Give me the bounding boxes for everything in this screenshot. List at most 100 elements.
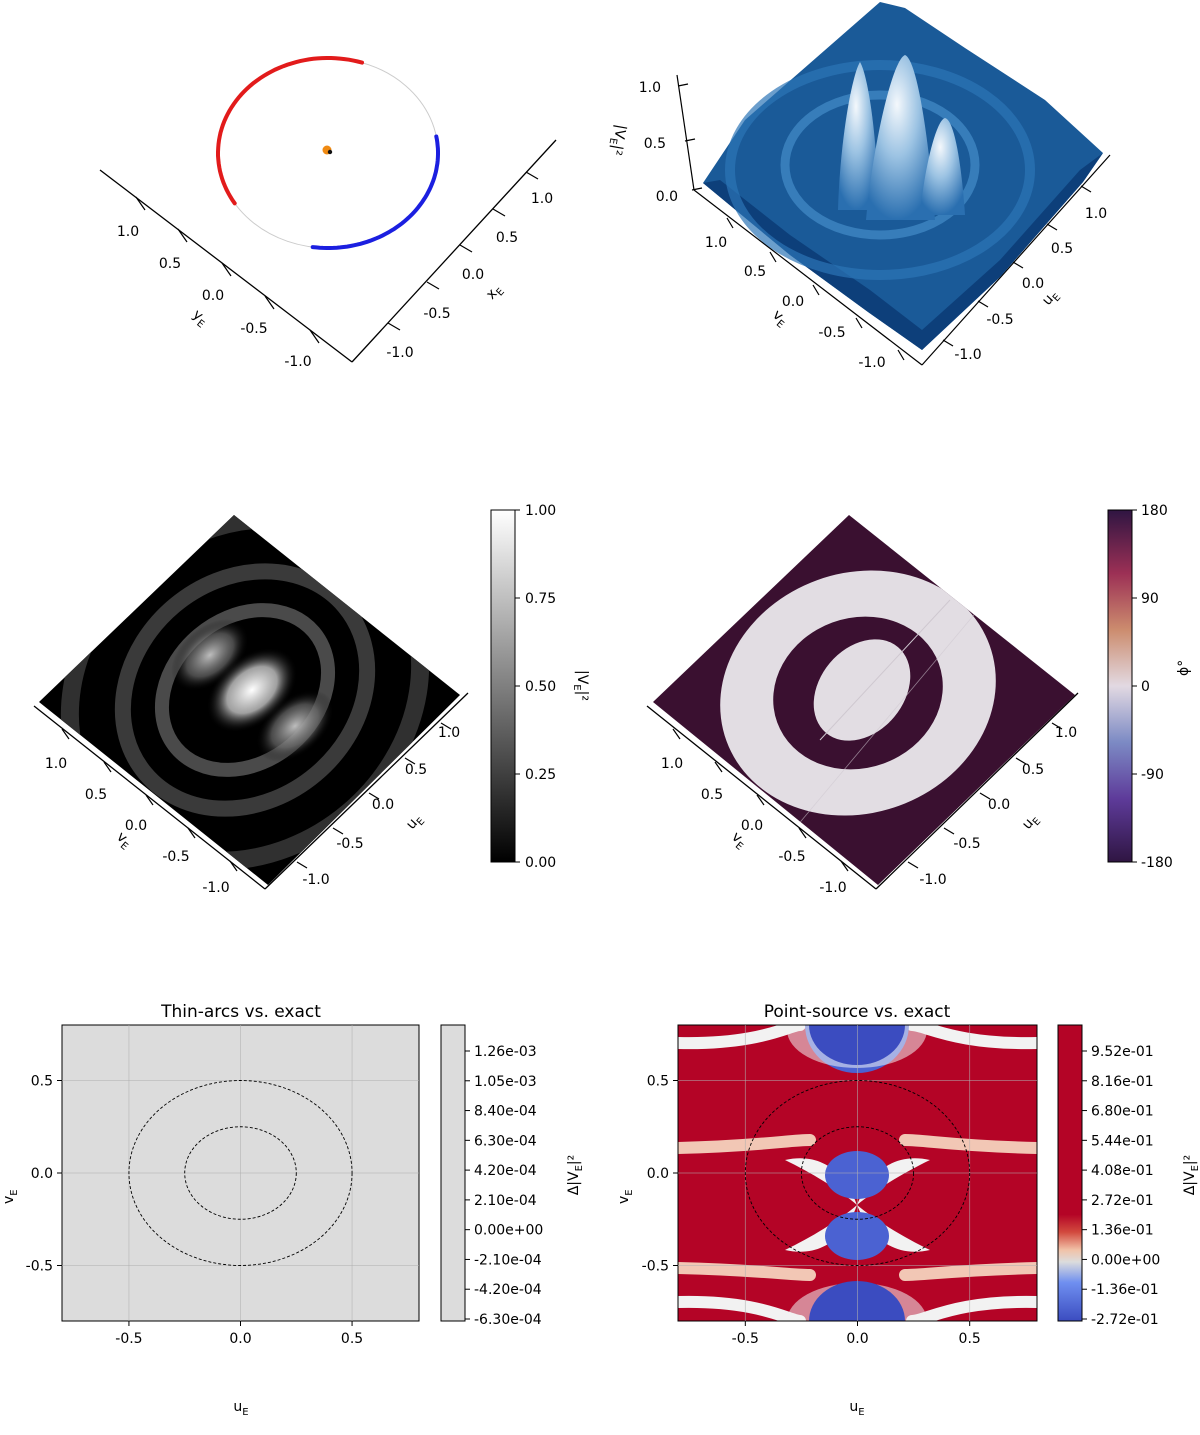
- panel-b-v-tick-marks: [726, 217, 905, 361]
- surface-peak-left: [838, 62, 878, 210]
- colorbar-tick-label: -2.72e-01: [1091, 1312, 1159, 1328]
- panel-e-y-axis-label: vE: [1, 1189, 20, 1204]
- panel-f-y-axis-label: vE: [616, 1189, 635, 1204]
- panel-c-colorbar-tick-label: 0.00: [525, 855, 556, 871]
- x-tick-label: 0.0: [229, 1331, 251, 1347]
- panel-b-z-tick-marks: [677, 83, 703, 191]
- panel-b-u-tick-label: -0.5: [986, 312, 1013, 328]
- panel-d-u-tick-label: -0.5: [953, 836, 980, 852]
- panel-d-colorbar-tick-label: 180: [1141, 503, 1168, 519]
- y-tick-label: -0.5: [26, 1259, 53, 1275]
- panel-e-thin-arcs: Thin-arcs vs. exact -0.5 0.0 0.5 -0.5 0.0 0.5…: [1, 1002, 585, 1418]
- y-tick-label: 0.5: [31, 1074, 53, 1090]
- panel-d-v-tick-label: 0.5: [701, 787, 723, 803]
- panel-b-z-tick-label: 0.5: [644, 136, 666, 152]
- panel-a-x-tick-label: 1.0: [531, 191, 553, 207]
- y-tick-label: 0.0: [647, 1166, 669, 1182]
- colorbar-tick-label: 8.16e-01: [1091, 1074, 1154, 1090]
- panel-a-y-tick-label: -0.5: [240, 321, 267, 337]
- colorbar-tick-label: 6.80e-01: [1091, 1104, 1154, 1120]
- panel-f-colorbar-ticks: 9.52e-01 8.16e-01 6.80e-01 5.44e-01 4.08e-01…: [1082, 1044, 1160, 1328]
- panel-d-u-axis-label: uE: [1019, 811, 1043, 835]
- colorbar-tick-label: 9.52e-01: [1091, 1044, 1154, 1060]
- panel-e-colorbar: [440, 1024, 466, 1322]
- panel-d-u-tick-label: 0.0: [988, 797, 1010, 813]
- panel-d-colorbar-tick-label: -180: [1141, 855, 1173, 871]
- panel-a-y-tick-marks: [135, 196, 320, 344]
- x-tick-label: 0.5: [341, 1331, 363, 1347]
- panel-c-u-tick-label: 0.5: [405, 762, 427, 778]
- panel-d-u-tick-marks: [907, 722, 1063, 869]
- colorbar-tick-label: 1.36e-01: [1091, 1223, 1154, 1239]
- panel-b-u-tick-marks: [942, 185, 1092, 347]
- reference-circle: [800, 1126, 915, 1220]
- panel-f-point-source: Point-source vs. exact -0.5 0.0 0.5 -0.5 0.0…: [616, 1002, 1200, 1418]
- y-tick-label: 0.5: [647, 1074, 669, 1090]
- panel-d-colorbar-tick-label: 90: [1141, 591, 1159, 607]
- x-tick-label: 0.0: [846, 1331, 868, 1347]
- panel-a-x-tick-label: 0.0: [462, 267, 484, 283]
- panel-f-colorbar-label: Δ|VE|²: [1182, 1155, 1200, 1196]
- panel-c-u-tick-label: -1.0: [302, 872, 329, 888]
- colorbar-tick-label: -2.10e-04: [474, 1252, 542, 1268]
- panel-c-colorbar-tick-label: 0.25: [525, 767, 556, 783]
- panel-c-u-tick-label: -0.5: [336, 836, 363, 852]
- panel-e-ticks: -0.5 0.0 0.5 -0.5 0.0 0.5: [26, 1074, 364, 1348]
- panel-a-x-tick-label: -1.0: [386, 345, 413, 361]
- panel-c-u-axis-label: uE: [403, 811, 427, 835]
- surface-peak-center: [866, 55, 935, 220]
- panel-a-axes: [99, 139, 557, 363]
- panel-d-image: [653, 515, 1075, 885]
- reference-circle: [184, 1126, 297, 1220]
- panel-b-u-tick-label: 1.0: [1085, 206, 1107, 222]
- panel-c-v-tick-label: 0.5: [85, 787, 107, 803]
- colorbar-tick-label: 2.72e-01: [1091, 1193, 1154, 1209]
- panel-b-v-tick-label: -1.0: [858, 355, 885, 371]
- panel-f-ticks: -0.5 0.0 0.5 -0.5 0.0 0.5: [642, 1074, 981, 1348]
- panel-a-y-tick-label: 1.0: [117, 224, 139, 240]
- panel-a-y-axis-label: yE: [188, 307, 211, 331]
- panel-d-u-tick-label: 1.0: [1055, 725, 1077, 741]
- panel-c-u-tick-label: 1.0: [438, 725, 460, 741]
- panel-a-orbit: 1.0 0.5 0.0 -0.5 -1.0 -1.0 -0.5 0.0 0.5 …: [99, 56, 557, 370]
- colorbar-tick-label: 2.10e-04: [474, 1193, 537, 1209]
- surface-peak-right: [920, 118, 965, 215]
- panel-b-v-axis-label: vE: [768, 307, 791, 331]
- panel-c-v-tick-marks: [61, 728, 238, 872]
- panel-d-v-tick-label: 1.0: [661, 756, 683, 772]
- panel-c-amplitude: 1.0 0.5 0.0 -0.5 -1.0 -1.0 -0.5 0.0 0.5 …: [33, 503, 590, 896]
- panel-b-v-tick-label: -0.5: [818, 325, 845, 341]
- panel-b-z-tick-label: 0.0: [656, 189, 678, 205]
- panel-e-x-axis-label: uE: [233, 1399, 248, 1418]
- colorbar-tick-label: 0.00e+00: [1091, 1252, 1160, 1268]
- panel-f-title: Point-source vs. exact: [764, 1002, 951, 1022]
- orbit-arc-red: [216, 56, 364, 206]
- panel-a-x-axis-label: xE: [483, 281, 507, 305]
- panel-a-y-tick-label: 0.5: [159, 256, 181, 272]
- panel-e-colorbar-ticks: 1.26e-03 1.05e-03 8.40e-04 6.30e-04 4.20e-04…: [465, 1044, 543, 1328]
- panel-f-circles: [744, 1080, 971, 1266]
- colorbar-tick-label: -4.20e-04: [474, 1282, 542, 1298]
- panel-d-colorbar-ticks: [1132, 509, 1137, 863]
- colorbar-tick-label: -1.36e-01: [1091, 1282, 1159, 1298]
- x-tick-label: 0.5: [959, 1331, 981, 1347]
- panel-b-v-tick-label: 1.0: [705, 235, 727, 251]
- panel-c-v-tick-label: 1.0: [45, 756, 67, 772]
- panel-f-x-axis-label: uE: [849, 1399, 864, 1418]
- panel-d-v-tick-label: -0.5: [778, 849, 805, 865]
- panel-c-colorbar-tick-label: 1.00: [525, 503, 556, 519]
- panel-b-surface: 1.0 0.5 0.0 |VE|² 1.0 0.5 0.0 -0.5 -1.0 …: [607, 2, 1111, 371]
- panel-c-v-tick-label: 0.0: [125, 818, 147, 834]
- colorbar-tick-label: 4.08e-01: [1091, 1163, 1154, 1179]
- colorbar-tick-label: 8.40e-04: [474, 1104, 537, 1120]
- orbit-arc-blue: [310, 134, 440, 250]
- panel-c-image: [39, 515, 460, 885]
- colorbar-tick-label: 6.30e-04: [474, 1133, 537, 1149]
- y-tick-label: 0.0: [31, 1166, 53, 1182]
- reference-circle: [744, 1080, 971, 1266]
- panel-b-z-tick-label: 1.0: [639, 80, 661, 96]
- panel-b-u-tick-label: 0.0: [1022, 276, 1044, 292]
- panel-b-axes: [676, 74, 1111, 366]
- panel-e-title: Thin-arcs vs. exact: [160, 1002, 321, 1022]
- panel-a-y-tick-label: 0.0: [202, 288, 224, 304]
